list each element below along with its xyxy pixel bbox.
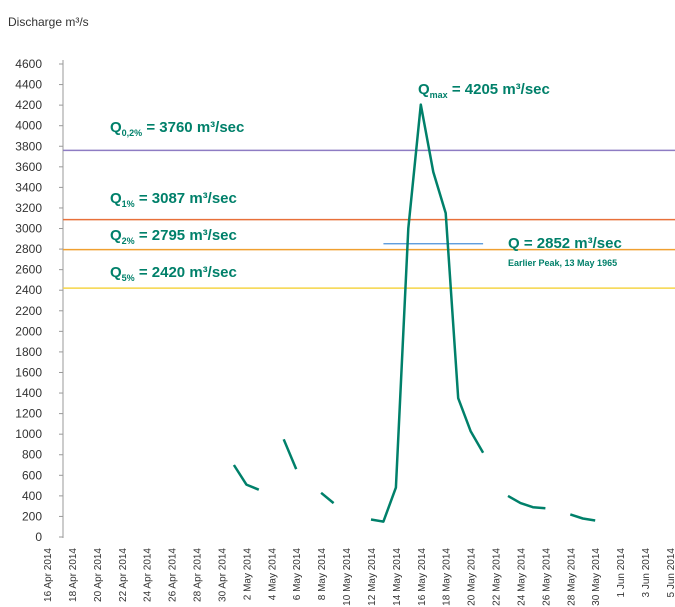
label-text: = 2420 m³/sec: [135, 264, 237, 281]
symbol: Q: [110, 190, 122, 207]
x-tick-label: 5 Jun 2014: [666, 548, 675, 598]
x-tick-label: 20 Apr 2014: [93, 548, 104, 602]
earlier-peak-note: Earlier Peak, 13 May 1965: [508, 258, 617, 268]
y-axis-title: Discharge m³/s: [8, 15, 89, 29]
x-tick-label: 18 Apr 2014: [68, 548, 79, 602]
symbol: Q: [110, 264, 122, 281]
reference-label: Q1% = 3087 m³/sec: [110, 190, 237, 209]
x-tick-label: 24 May 2014: [516, 548, 527, 606]
x-tick-label: 30 Apr 2014: [217, 548, 228, 602]
reference-label: Q5% = 2420 m³/sec: [110, 264, 237, 283]
y-tick-label: 3600: [15, 160, 42, 174]
y-tick-label: 4200: [15, 98, 42, 112]
symbol: Q: [418, 81, 430, 98]
y-tick-label: 1400: [15, 386, 42, 400]
x-tick-label: 8 May 2014: [317, 548, 328, 601]
x-tick-label: 3 Jun 2014: [641, 548, 652, 598]
y-tick-label: 3400: [15, 180, 42, 194]
y-tick-label: 2800: [15, 242, 42, 256]
x-tick-label: 10 May 2014: [342, 548, 353, 606]
y-tick-label: 2600: [15, 263, 42, 277]
x-tick-label: 18 May 2014: [442, 548, 453, 606]
y-tick-label: 4400: [15, 78, 42, 92]
y-tick-label: 2400: [15, 283, 42, 297]
x-tick-label: 4 May 2014: [267, 548, 278, 601]
earlier-peak-label: Q = 2852 m³/sec: [508, 235, 622, 252]
x-tick-label: 28 May 2014: [566, 548, 577, 606]
x-tick-label: 30 May 2014: [591, 548, 602, 606]
y-tick-label: 1200: [15, 407, 42, 421]
x-tick-label: 24 Apr 2014: [143, 548, 154, 602]
reference-label: Q2% = 2795 m³/sec: [110, 227, 237, 246]
x-tick-label: 26 Apr 2014: [168, 548, 179, 602]
x-tick-label: 26 May 2014: [541, 548, 552, 606]
y-tick-label: 0: [35, 530, 42, 544]
y-tick-label: 3200: [15, 201, 42, 215]
x-tick-label: 6 May 2014: [292, 548, 303, 601]
subscript: 1%: [122, 199, 135, 209]
x-tick-label: 28 Apr 2014: [193, 548, 204, 602]
subscript: 2%: [122, 236, 135, 246]
subscript: max: [430, 90, 448, 100]
subscript: 0,2%: [122, 128, 143, 138]
x-tick-label: 1 Jun 2014: [616, 548, 627, 598]
x-tick-label: 16 May 2014: [417, 548, 428, 606]
y-tick-label: 2200: [15, 304, 42, 318]
x-tick-label: 14 May 2014: [392, 548, 403, 606]
y-tick-label: 600: [22, 468, 42, 482]
label-text: = 3760 m³/sec: [142, 119, 244, 136]
y-tick-label: 2000: [15, 324, 42, 338]
symbol: Q: [110, 119, 122, 136]
x-tick-label: 16 Apr 2014: [43, 548, 54, 602]
y-tick-label: 400: [22, 489, 42, 503]
reference-label: Q0,2% = 3760 m³/sec: [110, 119, 244, 138]
x-tick-label: 22 Apr 2014: [118, 548, 129, 602]
x-tick-label: 12 May 2014: [367, 548, 378, 606]
peak-label: Qmax = 4205 m³/sec: [418, 81, 550, 100]
label-text: = 4205 m³/sec: [448, 81, 550, 98]
y-tick-label: 1000: [15, 427, 42, 441]
subscript: 5%: [122, 273, 135, 283]
y-tick-label: 200: [22, 509, 42, 523]
y-tick-label: 1800: [15, 345, 42, 359]
x-tick-label: 20 May 2014: [467, 548, 478, 606]
label-text: = 3087 m³/sec: [135, 190, 237, 207]
y-tick-label: 800: [22, 448, 42, 462]
x-tick-label: 2 May 2014: [242, 548, 253, 601]
y-tick-label: 4000: [15, 119, 42, 133]
y-tick-label: 3000: [15, 222, 42, 236]
y-tick-label: 4600: [15, 57, 42, 71]
data-line: [232, 103, 596, 523]
y-tick-label: 3800: [15, 139, 42, 153]
x-tick-label: 22 May 2014: [492, 548, 503, 606]
label-text: = 2795 m³/sec: [135, 227, 237, 244]
y-tick-label: 1600: [15, 365, 42, 379]
symbol: Q: [110, 227, 122, 244]
